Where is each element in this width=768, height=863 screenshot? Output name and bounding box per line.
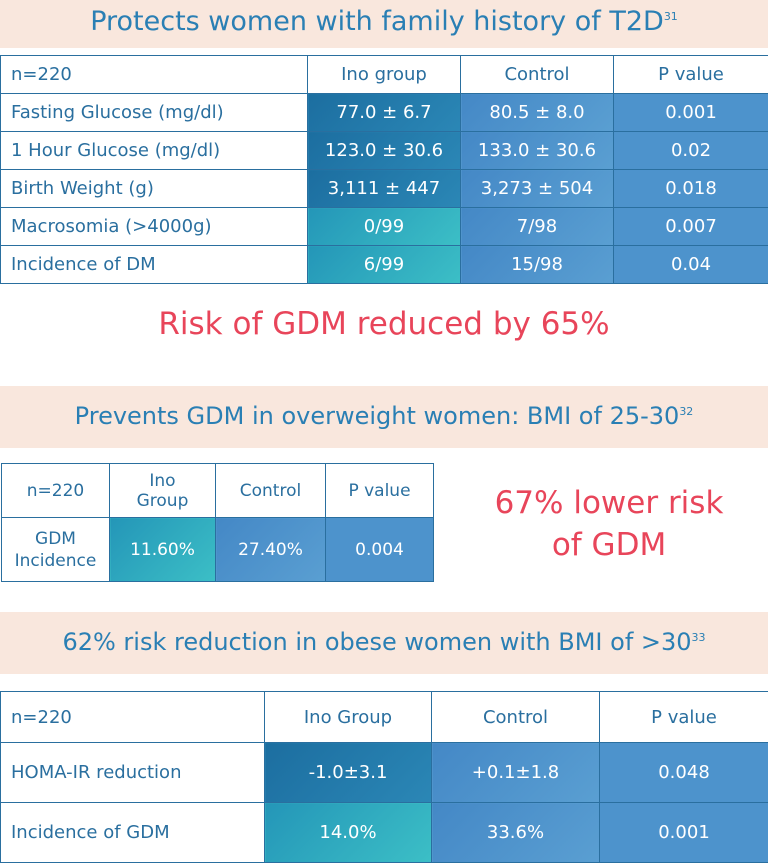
row-label: Fasting Glucose (mg/dl) <box>1 94 308 132</box>
section1-title: Protects women with family history of T2… <box>90 6 664 37</box>
table-row: 1 Hour Glucose (mg/dl) 123.0 ± 30.6 133.… <box>1 132 768 170</box>
header-pvalue: P value <box>614 56 768 94</box>
section2-ref: 32 <box>679 405 693 418</box>
control-value: 27.40% <box>216 518 326 582</box>
table-row: Incidence of DM 6/99 15/98 0.04 <box>1 246 768 284</box>
p-value: 0.007 <box>614 208 768 246</box>
table-row: GDM Incidence 11.60% 27.40% 0.004 <box>2 518 434 582</box>
header-control: Control <box>432 692 600 743</box>
p-value: 0.04 <box>614 246 768 284</box>
row-label: 1 Hour Glucose (mg/dl) <box>1 132 308 170</box>
header-pvalue: P value <box>326 464 434 518</box>
row-label: Birth Weight (g) <box>1 170 308 208</box>
control-value: 15/98 <box>461 246 614 284</box>
p-value: 0.004 <box>326 518 434 582</box>
header-n: n=220 <box>1 692 265 743</box>
risk-reduction-callout: Risk of GDM reduced by 65% <box>0 304 768 344</box>
control-value: 7/98 <box>461 208 614 246</box>
p-value: 0.001 <box>614 94 768 132</box>
ino-value: 3,111 ± 447 <box>308 170 461 208</box>
family-history-table: n=220 Ino group Control P value Fasting … <box>0 55 768 284</box>
row-label: Incidence of GDM <box>1 803 265 863</box>
p-value: 0.001 <box>600 803 768 863</box>
table-row: HOMA-IR reduction -1.0±3.1 +0.1±1.8 0.04… <box>1 743 768 803</box>
control-value: 80.5 ± 8.0 <box>461 94 614 132</box>
ino-value: 123.0 ± 30.6 <box>308 132 461 170</box>
row-label: HOMA-IR reduction <box>1 743 265 803</box>
lower-risk-line1: 67% lower risk <box>460 482 758 524</box>
lower-risk-callout: 67% lower risk of GDM <box>460 482 758 566</box>
p-value: 0.018 <box>614 170 768 208</box>
lower-risk-line2: of GDM <box>460 524 758 566</box>
control-value: 3,273 ± 504 <box>461 170 614 208</box>
header-n: n=220 <box>2 464 110 518</box>
table-header-row: n=220 Ino group Control P value <box>1 56 768 94</box>
overweight-table: n=220 Ino Group Control P value GDM Inci… <box>1 463 434 582</box>
section1-title-banner: Protects women with family history of T2… <box>0 0 768 48</box>
control-value: +0.1±1.8 <box>432 743 600 803</box>
control-value: 33.6% <box>432 803 600 863</box>
obese-table: n=220 Ino Group Control P value HOMA-IR … <box>0 691 768 863</box>
ino-value: 0/99 <box>308 208 461 246</box>
row-label-line1: GDM <box>35 529 76 549</box>
row-label: Incidence of DM <box>1 246 308 284</box>
header-control: Control <box>216 464 326 518</box>
header-pvalue: P value <box>600 692 768 743</box>
section1-ref: 31 <box>664 10 678 23</box>
header-ino: Ino Group <box>265 692 432 743</box>
ino-value: -1.0±3.1 <box>265 743 432 803</box>
header-ino: Ino Group <box>110 464 216 518</box>
control-value: 133.0 ± 30.6 <box>461 132 614 170</box>
p-value: 0.048 <box>600 743 768 803</box>
section3-title: 62% risk reduction in obese women with B… <box>62 628 691 656</box>
ino-value: 14.0% <box>265 803 432 863</box>
header-n: n=220 <box>1 56 308 94</box>
table-header-row: n=220 Ino Group Control P value <box>2 464 434 518</box>
table-row: Birth Weight (g) 3,111 ± 447 3,273 ± 504… <box>1 170 768 208</box>
table-header-row: n=220 Ino Group Control P value <box>1 692 768 743</box>
header-control: Control <box>461 56 614 94</box>
section2-title-banner: Prevents GDM in overweight women: BMI of… <box>0 386 768 448</box>
row-label: Macrosomia (>4000g) <box>1 208 308 246</box>
ino-value: 11.60% <box>110 518 216 582</box>
row-label: GDM Incidence <box>2 518 110 582</box>
section3-ref: 33 <box>692 631 706 644</box>
ino-value: 6/99 <box>308 246 461 284</box>
table-row: Fasting Glucose (mg/dl) 77.0 ± 6.7 80.5 … <box>1 94 768 132</box>
table-row: Incidence of GDM 14.0% 33.6% 0.001 <box>1 803 768 863</box>
section3-title-banner: 62% risk reduction in obese women with B… <box>0 612 768 674</box>
header-ino: Ino group <box>308 56 461 94</box>
row-label-line2: Incidence <box>15 551 97 571</box>
ino-value: 77.0 ± 6.7 <box>308 94 461 132</box>
header-ino-text: Ino Group <box>133 471 193 511</box>
p-value: 0.02 <box>614 132 768 170</box>
section2-title: Prevents GDM in overweight women: BMI of… <box>75 402 680 430</box>
table-row: Macrosomia (>4000g) 0/99 7/98 0.007 <box>1 208 768 246</box>
